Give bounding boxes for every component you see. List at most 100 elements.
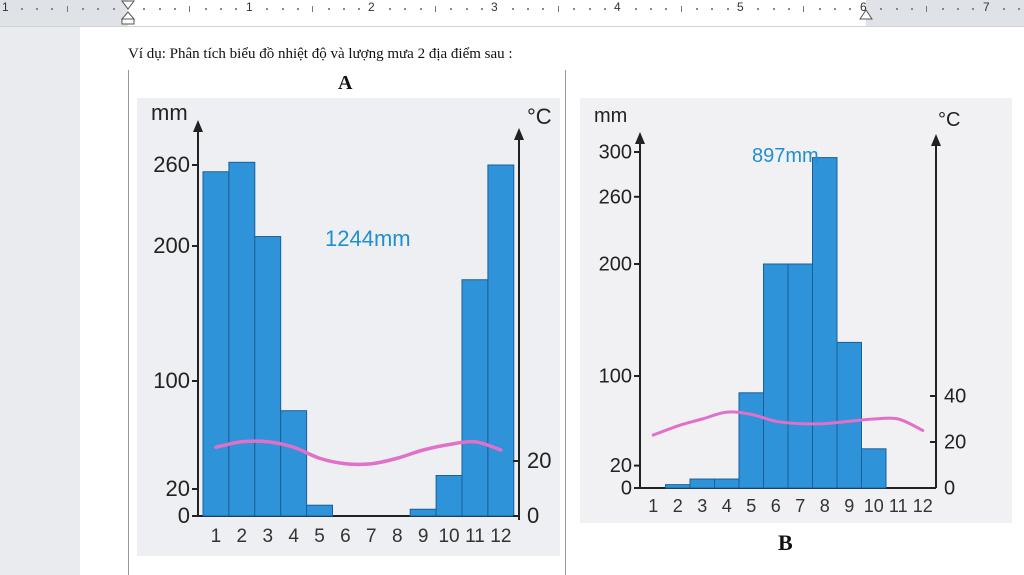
chart-b-right-arrow-icon	[931, 134, 941, 146]
y-tick-label: 300	[599, 141, 632, 163]
y-tick-label: 200	[153, 233, 190, 258]
ruler-dot	[358, 8, 361, 10]
x-tick-label: 8	[820, 496, 830, 516]
ruler-dot	[511, 8, 514, 10]
ruler-dot	[174, 8, 177, 10]
ruler-dot	[956, 8, 959, 10]
ruler-tick	[680, 6, 682, 12]
chart-a-label: A	[338, 72, 353, 94]
ruler-number: 7	[983, 0, 990, 14]
ruler-dot	[327, 8, 330, 10]
chart-a-left-unit: mm	[151, 100, 188, 125]
right-tick-label: 0	[944, 477, 955, 499]
ruler-dot	[35, 8, 38, 10]
chart-a-right-unit: °C	[527, 104, 552, 129]
x-tick-label: 6	[340, 526, 351, 547]
rain-bar-month-5	[738, 392, 764, 489]
y-tick-label: 20	[166, 476, 190, 501]
ruler-dot	[281, 8, 284, 10]
ruler-dot	[726, 8, 729, 10]
horizontal-ruler[interactable]: 1 1 2 3 4 5 6 7	[0, 0, 1024, 27]
right-indent-marker-icon[interactable]	[859, 4, 873, 24]
ruler-number: 2	[368, 0, 375, 14]
ruler-dot	[81, 8, 84, 10]
y-tick-label: 100	[599, 365, 632, 387]
ruler-dot	[527, 8, 530, 10]
rain-bar-month-5	[306, 504, 334, 517]
x-tick-label: 9	[418, 526, 429, 547]
chart-b-left-arrow-icon	[635, 132, 645, 144]
ruler-dot	[649, 8, 652, 10]
rain-bar-month-3	[254, 236, 282, 517]
rain-bar-month-12	[487, 164, 515, 517]
y-tick-label: 260	[153, 152, 190, 177]
x-tick-label: 7	[366, 526, 377, 547]
ruler-dot	[772, 8, 775, 10]
ruler-number: 4	[614, 0, 621, 14]
x-tick-label: 10	[438, 526, 459, 547]
ruler-number: 5	[737, 0, 744, 14]
rain-bar-month-2	[228, 161, 256, 517]
x-tick-label: 6	[771, 496, 781, 516]
x-tick-label: 12	[490, 526, 511, 547]
ruler-dot	[296, 8, 299, 10]
chart-a-left-arrow-icon	[193, 120, 203, 132]
chart-a-temperature-line	[214, 439, 503, 467]
chart-b-total-label: 897mm	[752, 145, 819, 167]
ruler-tick	[66, 6, 68, 12]
ruler-dot	[849, 8, 852, 10]
chart-b-y-ticks: 020 100 200 260 300	[599, 141, 640, 499]
ruler-number: 1	[2, 0, 9, 14]
right-tick-label: 40	[944, 385, 966, 407]
ruler-tick	[926, 6, 928, 12]
ruler-tick	[312, 6, 314, 12]
chart-a-right-arrow-icon	[514, 128, 524, 140]
ruler-dot	[235, 8, 238, 10]
ruler-number: 3	[491, 0, 498, 14]
right-tick-label: 20	[944, 431, 966, 453]
chart-a-y-ticks: 020 100 200 260	[153, 152, 198, 528]
ruler-dot	[97, 8, 100, 10]
ruler-dot	[573, 8, 576, 10]
x-tick-label: 11	[889, 496, 908, 516]
ruler-dot	[220, 8, 223, 10]
ruler-dot	[1018, 8, 1021, 10]
ruler-dot	[481, 8, 484, 10]
rain-bar-month-8	[812, 157, 838, 489]
right-tick-label: 0	[527, 503, 539, 528]
rain-bar-month-7	[787, 263, 813, 489]
x-tick-label: 11	[465, 526, 485, 547]
rain-bar-month-9	[409, 508, 437, 517]
ruler-number: 6	[860, 0, 867, 14]
y-tick-label: 20	[610, 455, 632, 477]
rain-bar-month-4	[714, 478, 740, 489]
x-tick-label: 2	[237, 526, 248, 547]
x-tick-label: 4	[722, 496, 732, 516]
chart-b-label: B	[778, 530, 793, 555]
ruler-dot	[388, 8, 391, 10]
rain-bar-month-2	[665, 484, 691, 489]
y-tick-label: 260	[599, 186, 632, 208]
ruler-tick	[189, 6, 191, 12]
ruler-dot	[788, 8, 791, 10]
chart-a-bars	[202, 161, 515, 517]
y-tick-label: 0	[621, 477, 632, 499]
x-tick-label: 5	[314, 526, 325, 547]
y-tick-label: 100	[153, 368, 190, 393]
x-tick-label: 1	[648, 496, 658, 516]
ruler-dot	[880, 8, 883, 10]
left-indent-marker-icon[interactable]	[121, 0, 135, 26]
y-tick-label: 200	[599, 253, 632, 275]
ruler-dot	[757, 8, 760, 10]
ruler-dot	[711, 8, 714, 10]
ruler-dot	[542, 8, 545, 10]
chart-a-right-ticks: 0 20	[513, 448, 551, 528]
ruler-dot	[450, 8, 453, 10]
right-tick-label: 20	[527, 448, 551, 473]
ruler-dot	[158, 8, 161, 10]
ruler-dot	[1002, 8, 1005, 10]
ruler-margin-left	[0, 0, 128, 26]
chart-b-right-ticks: 0 20 40	[930, 385, 966, 499]
